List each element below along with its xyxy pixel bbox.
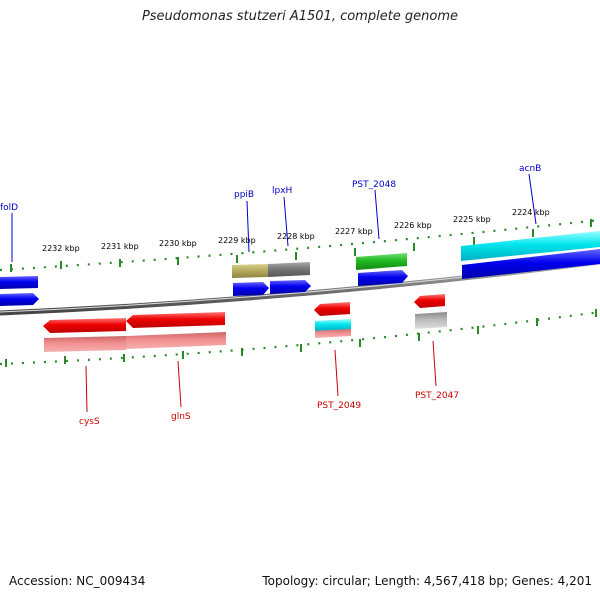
gene-label-acnB: acnB — [519, 164, 541, 174]
kbp-tick-labels: 2232 kbp 2231 kbp 2230 kbp 2229 kbp 2228… — [42, 208, 550, 253]
forward-tick-track — [0, 218, 600, 272]
forward-gene-labels: folD ppiB lpxH PST_2048 acnB — [0, 164, 541, 213]
kbp-tick-label: 2224 kbp — [512, 208, 550, 217]
kbp-tick-label: 2226 kbp — [394, 221, 432, 230]
reverse-gene-labels: cysS glnS PST_2049 PST_2047 — [79, 391, 459, 427]
major-ticks-forward — [10, 219, 592, 272]
kbp-tick-label: 2228 kbp — [277, 232, 315, 241]
gene-glnS — [126, 312, 226, 349]
kbp-tick-label: 2231 kbp — [101, 242, 139, 251]
major-ticks-reverse — [5, 309, 597, 367]
gene-cysS — [43, 318, 126, 352]
gene-label-folD: folD — [0, 203, 18, 213]
reverse-label-lines — [85, 340, 437, 413]
gene-PST_2047 — [414, 294, 447, 329]
gene-lpxH — [268, 262, 311, 294]
gene-acnB — [461, 231, 600, 279]
gene-label-glnS: glnS — [171, 412, 191, 422]
kbp-tick-label: 2229 kbp — [218, 236, 256, 245]
forward-label-lines — [11, 173, 537, 262]
gene-label-PST_2047: PST_2047 — [415, 391, 459, 401]
gene-PST_2049 — [314, 302, 351, 338]
reverse-tick-track — [0, 310, 600, 366]
gene-label-lpxH: lpxH — [272, 186, 292, 196]
gene-PST_2048 — [356, 253, 408, 286]
gene-folD — [0, 276, 39, 306]
gene-label-ppiB: ppiB — [234, 190, 254, 200]
gene-ppiB — [232, 264, 269, 296]
gene-label-PST_2049: PST_2049 — [317, 401, 361, 411]
kbp-tick-label: 2227 kbp — [335, 227, 373, 236]
gene-label-PST_2048: PST_2048 — [352, 180, 396, 190]
accession-text: Accession: NC_009434 — [9, 574, 146, 588]
genome-title: Pseudomonas stutzeri A1501, complete gen… — [141, 9, 459, 24]
topology-text: Topology: circular; Length: 4,567,418 bp… — [262, 574, 592, 588]
gene-label-cysS: cysS — [79, 417, 100, 427]
kbp-tick-label: 2232 kbp — [42, 244, 80, 253]
kbp-tick-label: 2230 kbp — [159, 239, 197, 248]
kbp-tick-label: 2225 kbp — [453, 215, 491, 224]
